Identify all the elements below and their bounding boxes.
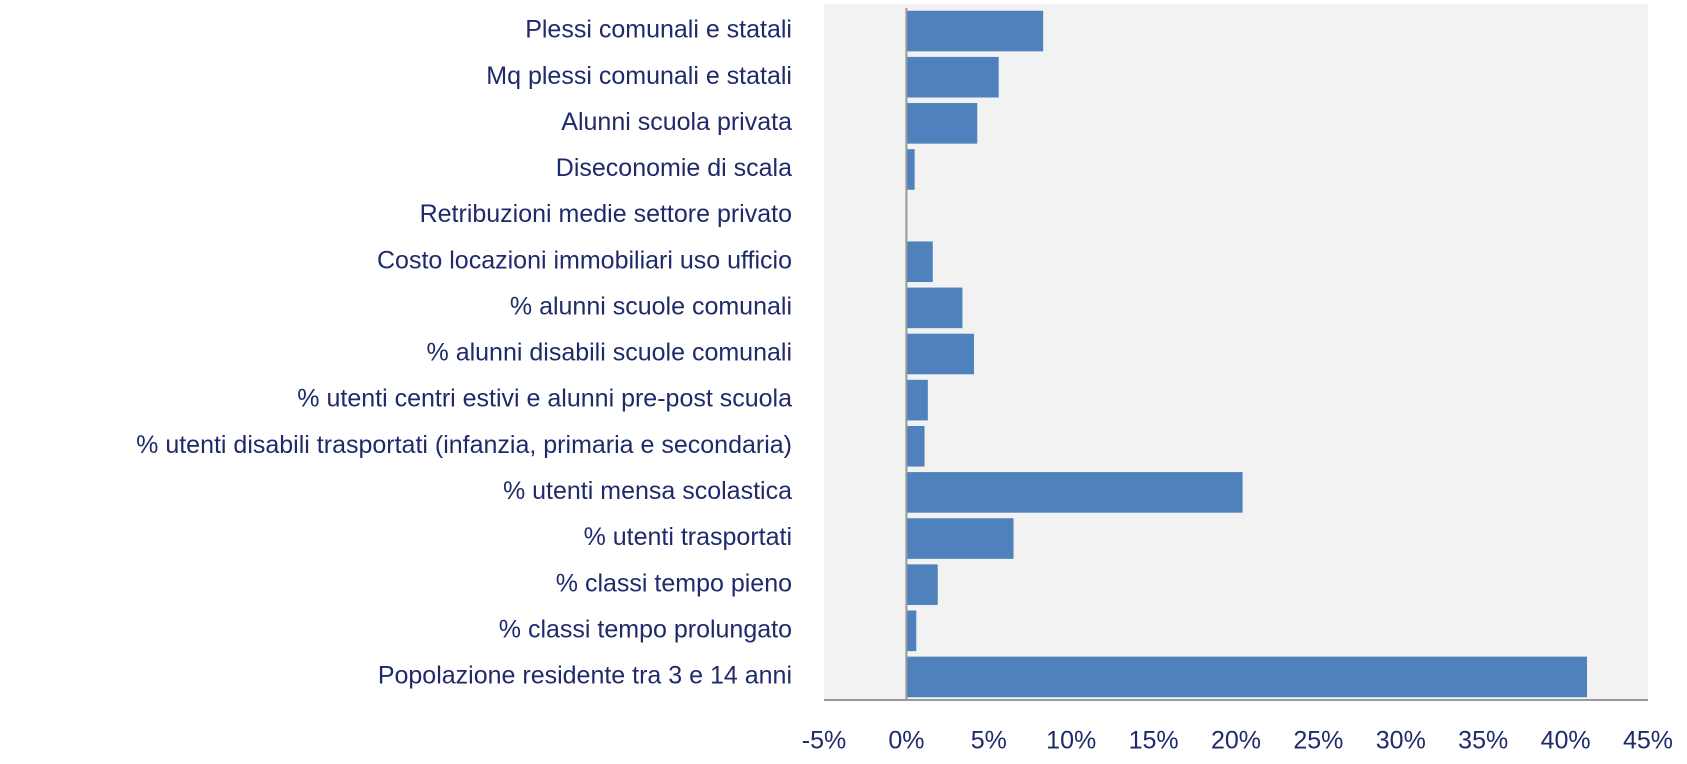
y-tick-label: % utenti centri estivi e alunni pre-post… — [297, 385, 792, 413]
y-tick-label: Costo locazioni immobiliari uso ufficio — [377, 246, 792, 274]
x-tick-label: 20% — [1211, 727, 1261, 755]
x-tick-label: 5% — [971, 727, 1007, 755]
y-tick-label: Alunni scuola privata — [561, 108, 792, 136]
bar — [906, 149, 915, 190]
x-tick-label: 10% — [1046, 727, 1096, 755]
y-tick-label: % utenti disabili trasportati (infanzia,… — [136, 431, 792, 459]
bar — [906, 656, 1588, 698]
bar — [906, 564, 938, 605]
y-tick-label: % classi tempo pieno — [556, 569, 792, 597]
x-tick-label: 30% — [1376, 727, 1426, 755]
bar — [906, 610, 917, 652]
x-tick-label: 35% — [1458, 727, 1508, 755]
y-tick-label: % alunni disabili scuole comunali — [427, 339, 792, 367]
x-tick-label: 25% — [1293, 727, 1343, 755]
y-tick-label: % utenti trasportati — [584, 523, 792, 551]
y-tick-label: Retribuzioni medie settore privato — [420, 200, 792, 228]
bar — [906, 241, 933, 283]
x-tick-label: 15% — [1129, 727, 1179, 755]
bar — [906, 472, 1243, 513]
bar — [906, 103, 978, 144]
x-tick-label: 40% — [1541, 727, 1591, 755]
bar — [906, 379, 928, 421]
bar — [906, 425, 925, 467]
bar — [906, 10, 1044, 52]
x-tick-label: 45% — [1623, 727, 1673, 755]
bar — [906, 287, 963, 329]
y-tick-label: % alunni scuole comunali — [510, 292, 792, 320]
y-tick-label: Popolazione residente tra 3 e 14 anni — [378, 662, 792, 690]
bar — [906, 333, 974, 375]
y-tick-label: % utenti mensa scolastica — [503, 477, 792, 505]
y-tick-label: % classi tempo prolungato — [499, 615, 792, 643]
y-tick-label: Plessi comunali e statali — [525, 16, 792, 44]
bar — [906, 518, 1014, 559]
bar — [906, 56, 999, 98]
y-tick-label: Mq plessi comunali e statali — [486, 62, 792, 90]
x-tick-label: 0% — [888, 727, 924, 755]
y-tick-label: Diseconomie di scala — [556, 154, 792, 182]
x-tick-label: -5% — [802, 727, 846, 755]
